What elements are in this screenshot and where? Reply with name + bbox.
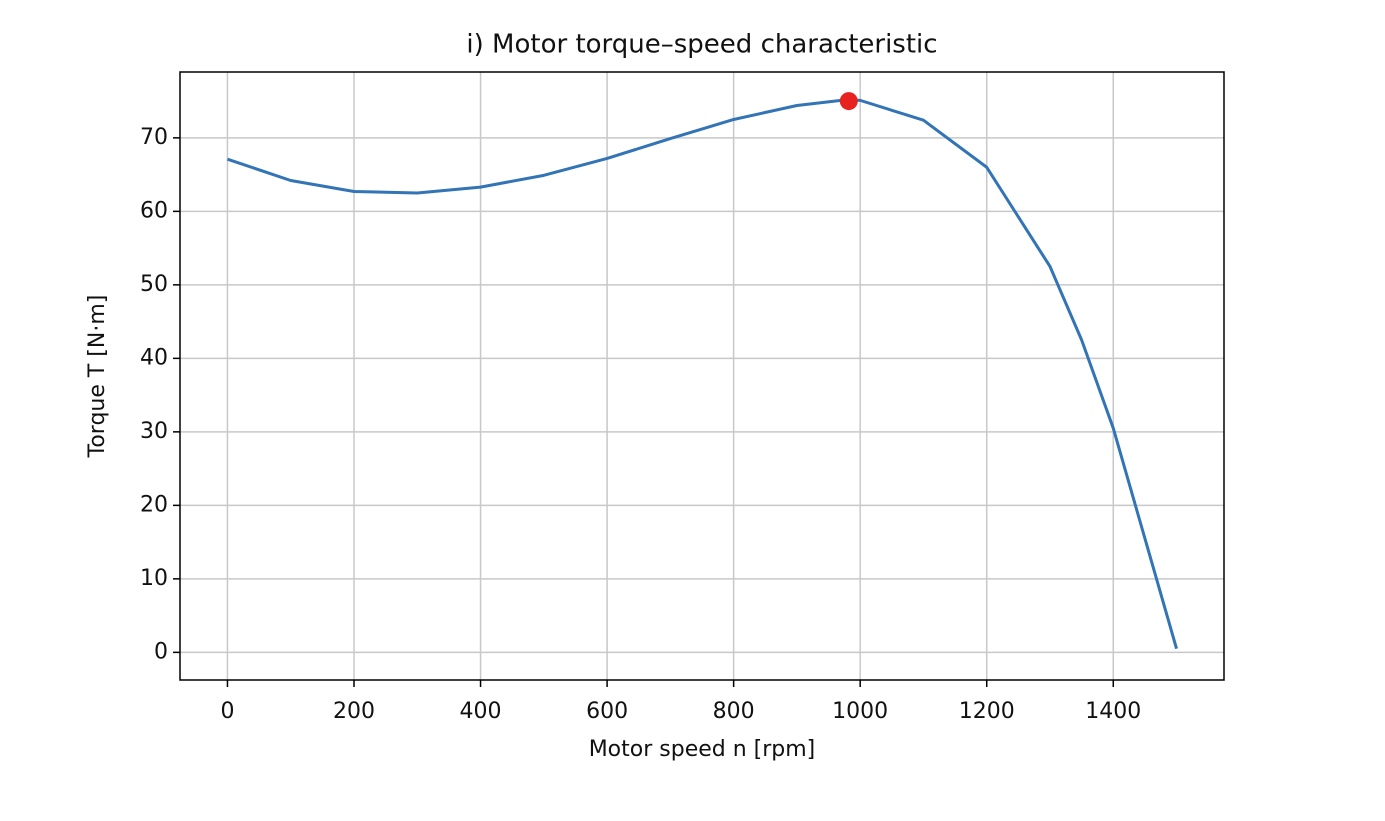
y-tick-label: 10 [140,566,168,591]
y-tick-label: 30 [140,419,168,444]
y-tick-label: 20 [140,492,168,517]
x-axis-label: Motor speed n [rpm] [589,737,816,762]
x-tick-label: 0 [220,699,234,724]
x-tick-label: 200 [333,699,375,724]
y-tick-label: 0 [154,639,168,664]
y-axis-label: Torque T [N·m] [85,295,110,459]
x-tick-label: 400 [460,699,502,724]
x-tick-label: 800 [713,699,755,724]
x-tick-label: 600 [586,699,628,724]
y-tick-label: 40 [140,345,168,370]
chart-title: i) Motor torque–speed characteristic [466,30,937,60]
point [839,92,858,111]
x-tick-label: 1200 [959,699,1015,724]
x-tick-label: 1400 [1085,699,1141,724]
y-tick-label: 50 [140,272,168,297]
y-tick-label: 60 [140,198,168,223]
line [226,98,1178,650]
plot-frame [179,71,1225,681]
y-tick-label: 70 [140,125,168,150]
x-tick-label: 1000 [832,699,888,724]
